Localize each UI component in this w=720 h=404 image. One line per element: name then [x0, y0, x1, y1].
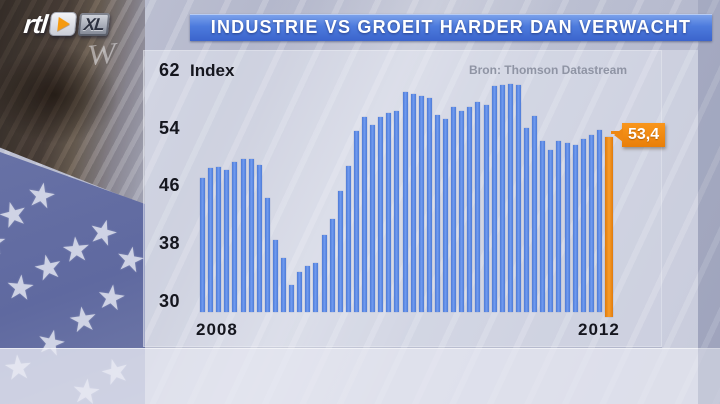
- play-icon: [48, 12, 78, 36]
- bar: [589, 135, 594, 312]
- lower-band: [0, 348, 720, 404]
- data-source-label: Bron: Thomson Datastream: [468, 63, 627, 77]
- bar: [516, 85, 521, 312]
- bar: [200, 178, 205, 312]
- x-tick-2012: 2012: [578, 320, 620, 339]
- bar: [208, 168, 213, 312]
- bar: [249, 159, 254, 312]
- bar: [273, 240, 278, 312]
- bar: [411, 94, 416, 312]
- bar: [565, 143, 570, 312]
- flag-star-icon: ★: [3, 267, 38, 309]
- bar: [394, 111, 399, 312]
- latest-value-text: 53,4: [628, 126, 660, 143]
- bar: [330, 219, 335, 312]
- bar: [370, 125, 375, 312]
- bar: [573, 145, 578, 312]
- xl-logo-badge: XL: [77, 12, 110, 36]
- right-panel-band-light: [662, 50, 698, 348]
- bar: [475, 102, 480, 312]
- right-panel-band-dark: [698, 0, 720, 404]
- bar: [419, 96, 424, 312]
- bar: [492, 86, 497, 312]
- bar: [508, 84, 513, 312]
- bar: [540, 141, 545, 312]
- bar: [403, 92, 408, 312]
- flag-star-icon: ★: [65, 299, 101, 341]
- bar: [451, 107, 456, 312]
- bar: [265, 198, 270, 312]
- bar: [322, 235, 327, 312]
- bar: [362, 117, 367, 312]
- bar: [581, 139, 586, 312]
- bar: [548, 150, 553, 312]
- bar: [484, 105, 489, 312]
- bar: [467, 107, 472, 312]
- bar: [378, 117, 383, 312]
- x-tick-2008: 2008: [196, 320, 238, 339]
- bar: [346, 166, 351, 312]
- bar: [338, 191, 343, 312]
- bar-chart-plot: [200, 70, 620, 317]
- xl-logo-text: XL: [83, 14, 105, 34]
- bar: [216, 167, 221, 312]
- bar: [427, 98, 432, 312]
- bar: [289, 285, 294, 312]
- bar: [532, 116, 537, 312]
- y-tick-label: 38: [158, 233, 180, 254]
- bar: [313, 263, 318, 312]
- bar: [435, 115, 440, 312]
- flag-star-icon: ★: [0, 226, 7, 260]
- headline-title: INDUSTRIE VS GROEIT HARDER DAN VERWACHT: [210, 17, 692, 37]
- bar: [241, 159, 246, 312]
- bar: [459, 111, 464, 312]
- flag-star-icon: ★: [93, 277, 129, 319]
- y-tick-label: 46: [158, 175, 180, 196]
- bar: [524, 128, 529, 312]
- flag-star-icon: ★: [22, 174, 60, 218]
- bar: [354, 131, 359, 312]
- headline-banner: INDUSTRIE VS GROEIT HARDER DAN VERWACHT: [190, 14, 712, 41]
- bar-latest: [605, 137, 613, 317]
- rtl-xl-logo: rtl XL: [22, 8, 110, 40]
- bar: [297, 272, 302, 312]
- bar: [597, 130, 602, 312]
- bar: [232, 162, 237, 312]
- latest-value-callout: 53,4: [614, 123, 666, 147]
- bar: [386, 113, 391, 312]
- y-tick-label: 30: [158, 290, 180, 311]
- callout-notch: [614, 128, 623, 142]
- bar: [257, 165, 262, 312]
- bar: [305, 266, 310, 312]
- rtl-logo-text: rtl: [22, 9, 49, 39]
- bar: [500, 85, 505, 312]
- y-tick-label: 62: [158, 60, 180, 80]
- bar: [224, 170, 229, 312]
- bar: [556, 141, 561, 312]
- y-axis-unit-label: Index: [190, 61, 235, 80]
- y-tick-label: 54: [158, 117, 180, 138]
- bar: [443, 119, 448, 312]
- bar: [281, 258, 286, 312]
